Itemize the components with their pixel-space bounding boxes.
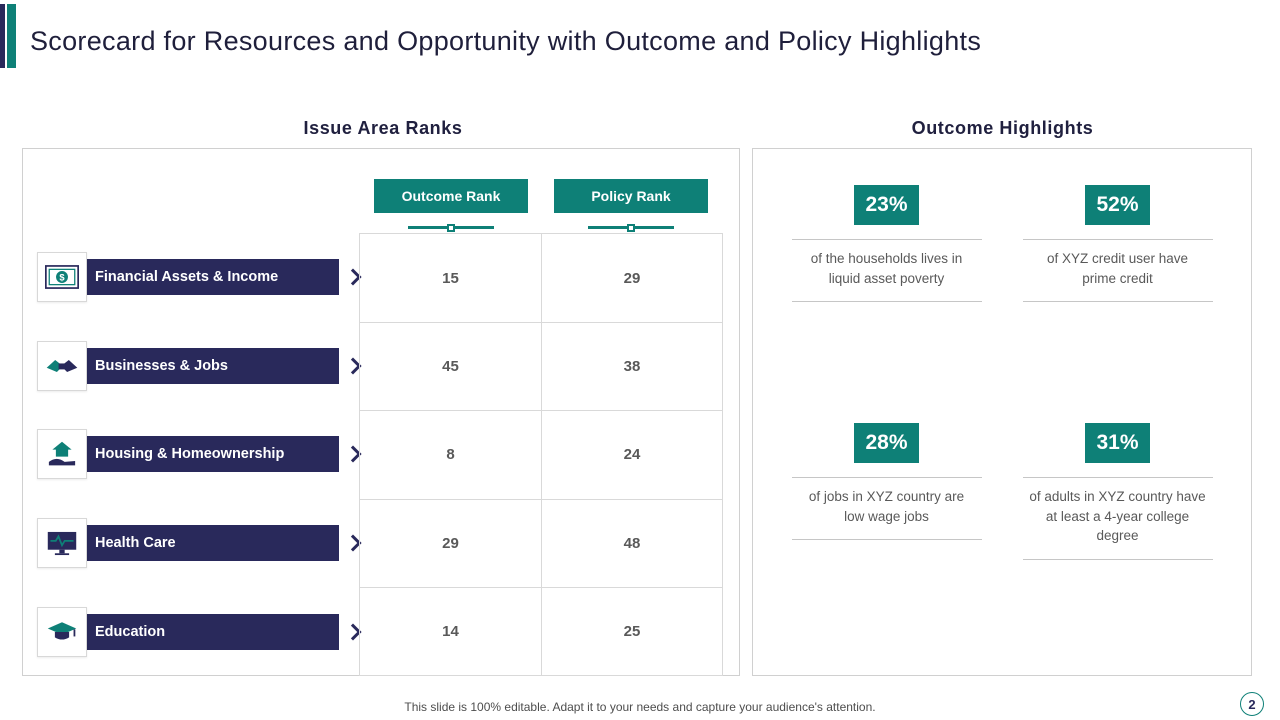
policy-rank-value: 38 xyxy=(541,322,722,411)
outcome-highlights-panel: 23% of the households lives in liquid as… xyxy=(752,148,1252,676)
issue-area-category-list: $ Financial Assets & Income Businesses &… xyxy=(23,233,362,676)
policy-rank-button[interactable]: Policy Rank xyxy=(554,179,708,213)
category-pill-health-care[interactable]: Health Care xyxy=(81,525,339,562)
table-row: Health Care xyxy=(23,499,362,588)
category-pill-businesses-jobs[interactable]: Businesses & Jobs xyxy=(81,347,339,384)
footer-note: This slide is 100% editable. Adapt it to… xyxy=(404,700,876,714)
policy-rank-slider[interactable] xyxy=(588,223,674,232)
policy-rank-value: 24 xyxy=(541,410,722,499)
banknote-icon: $ xyxy=(37,252,87,303)
table-row: Housing & Homeownership xyxy=(23,410,362,499)
health-monitor-icon xyxy=(37,518,87,569)
outcome-rank-value: 45 xyxy=(360,322,541,410)
stat-description: of XYZ credit user have prime credit xyxy=(1046,251,1189,286)
stat-value-badge: 28% xyxy=(854,423,919,463)
divider xyxy=(1022,239,1213,240)
slider-knob[interactable] xyxy=(447,223,455,232)
table-row: $ Financial Assets & Income xyxy=(23,233,362,322)
policy-rank-value: 29 xyxy=(541,234,722,323)
stat-block: 31% of adults in XYZ country have at lea… xyxy=(1002,423,1233,651)
stat-description: of the households lives in liquid asset … xyxy=(810,251,963,286)
outcome-rank-button[interactable]: Outcome Rank xyxy=(374,179,528,213)
svg-text:$: $ xyxy=(59,273,65,283)
outcome-rank-value: 14 xyxy=(360,586,541,675)
divider xyxy=(791,301,982,303)
rank-table: 15 29 45 38 8 24 29 48 14 25 xyxy=(359,233,723,676)
divider xyxy=(1022,558,1213,560)
title-accent-bar-navy xyxy=(0,4,5,68)
outcome-rank-value: 8 xyxy=(360,410,541,498)
stat-value-badge: 23% xyxy=(854,185,919,225)
graduation-cap-icon xyxy=(37,606,87,657)
handshake-icon xyxy=(37,340,87,391)
table-row: Businesses & Jobs xyxy=(23,322,362,411)
category-pill-financial-assets[interactable]: Financial Assets & Income xyxy=(81,259,339,296)
outcome-rank-value: 15 xyxy=(442,269,459,287)
stat-block: 52% of XYZ credit user have prime credit xyxy=(1002,185,1233,413)
outcome-highlights-heading: Outcome Highlights xyxy=(832,118,1173,150)
stat-value-badge: 52% xyxy=(1085,185,1150,225)
issue-area-ranks-panel: Outcome Rank Policy Rank $ Financial Ass… xyxy=(22,148,740,676)
table-row: Education xyxy=(23,587,362,676)
page-title: Scorecard for Resources and Opportunity … xyxy=(30,26,982,56)
stat-block: 23% of the households lives in liquid as… xyxy=(771,185,1002,413)
issue-area-ranks-heading: Issue Area Ranks xyxy=(210,118,556,150)
category-pill-housing[interactable]: Housing & Homeownership xyxy=(81,436,339,473)
policy-rank-value: 25 xyxy=(541,586,722,675)
outcome-rank-slider[interactable] xyxy=(408,223,494,232)
outcome-rank-value: 29 xyxy=(360,498,541,587)
house-hand-icon xyxy=(37,429,87,480)
divider xyxy=(1022,301,1213,303)
category-pill-education[interactable]: Education xyxy=(81,613,339,650)
stat-value-badge: 31% xyxy=(1085,423,1150,463)
stats-grid: 23% of the households lives in liquid as… xyxy=(753,149,1251,675)
divider xyxy=(791,539,982,541)
policy-rank-value: 48 xyxy=(541,498,722,587)
stat-description: of jobs in XYZ country are low wage jobs xyxy=(808,489,965,524)
divider xyxy=(791,239,982,240)
page-number-badge: 2 xyxy=(1240,692,1264,716)
stat-block: 28% of jobs in XYZ country are low wage … xyxy=(771,423,1002,651)
stat-description: of adults in XYZ country have at least a… xyxy=(1029,489,1206,544)
divider xyxy=(791,477,982,478)
slider-knob[interactable] xyxy=(627,223,635,232)
title-accent-bar-teal xyxy=(7,4,16,68)
divider xyxy=(1022,477,1213,478)
